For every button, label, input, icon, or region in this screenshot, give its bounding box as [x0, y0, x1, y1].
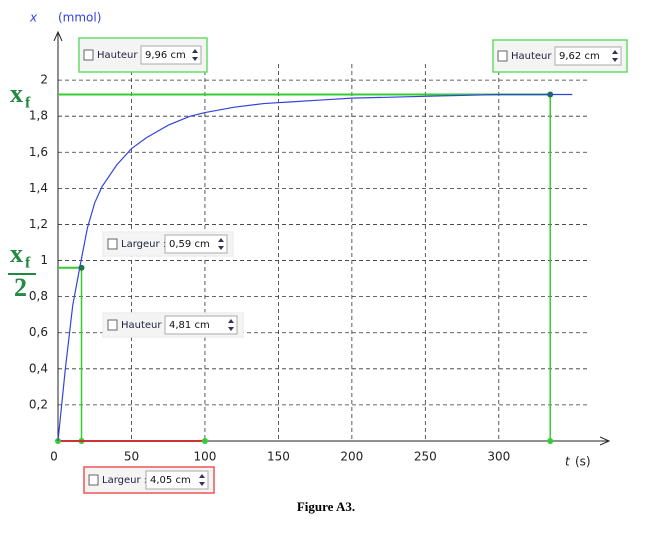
y-tick-label: 2	[40, 73, 48, 87]
xf-sub: f	[25, 95, 31, 112]
widget-icon	[83, 49, 94, 61]
xf-half-den: 2	[14, 273, 27, 302]
caption: Figure A3.	[297, 499, 355, 514]
xf-half-main: x	[10, 239, 23, 268]
y-tick-label: 1,6	[29, 145, 48, 159]
widget-label: Hauteur :	[511, 51, 558, 62]
widget-value: 9,62 cm	[559, 51, 600, 62]
widget-label: Largeur :	[102, 475, 147, 486]
measure-widget: Largeur :0,59 cm	[102, 231, 234, 257]
widget-label: Hauteur :	[121, 320, 168, 331]
x-tick-label: 150	[267, 450, 290, 464]
y-tick-label: 1,2	[29, 217, 48, 231]
widget-spinner[interactable]	[228, 319, 234, 331]
widget-input	[554, 46, 622, 66]
y-tick-label: 0,4	[29, 361, 48, 375]
x-tick-label: 100	[193, 450, 216, 464]
y-axis-label: x	[29, 11, 38, 25]
widget-icon	[497, 50, 508, 62]
guide-foot	[547, 438, 554, 444]
y-tick-label: 1,4	[29, 181, 48, 195]
xf-main: x	[10, 79, 23, 108]
widget-input	[140, 45, 202, 65]
y-tick-label: 0,6	[29, 325, 48, 339]
x-tick-label: 200	[340, 450, 363, 464]
measure-end	[201, 438, 208, 444]
x-tick-label: 250	[414, 450, 437, 464]
widget-spinner[interactable]	[218, 238, 224, 250]
xf-half-sub: f	[25, 255, 31, 272]
widget-label: Largeur :	[121, 239, 166, 250]
widget-input	[145, 470, 209, 490]
y-axis-unit: (mmol)	[58, 11, 101, 25]
widget-value: 4,81 cm	[169, 320, 210, 331]
widget-input	[164, 315, 238, 335]
x-axis-unit: (s)	[575, 455, 591, 469]
measure-widget: Hauteur :9,62 cm	[492, 39, 628, 73]
xf-label: x f x f 2	[8, 79, 36, 302]
widget-icon	[107, 238, 118, 250]
widget-spinner[interactable]	[199, 474, 205, 486]
widget-value: 9,96 cm	[145, 50, 186, 61]
x-axis-label: t	[565, 455, 571, 469]
measure-widget: Largeur :4,05 cm	[83, 466, 215, 494]
x-tick-label: 0	[50, 450, 58, 464]
widget-spinner[interactable]	[192, 49, 198, 61]
widget-spinner[interactable]	[612, 50, 618, 62]
widget-input	[164, 234, 228, 254]
widget-label: Hauteur :	[97, 50, 144, 61]
y-tick-label: 1,8	[29, 109, 48, 123]
widget-value: 0,59 cm	[169, 239, 210, 250]
measure-widget: Hauteur :9,96 cm	[78, 37, 208, 73]
x-tick-label: 300	[487, 450, 510, 464]
widget-icon	[88, 474, 99, 486]
widget-icon	[107, 319, 118, 331]
y-tick-label: 0,2	[29, 397, 48, 411]
y-tick-label: 0,8	[29, 289, 48, 303]
data-line	[57, 93, 573, 442]
y-tick-label: 1	[40, 253, 48, 267]
measure-widget: Hauteur :4,81 cm	[102, 312, 244, 338]
x-tick-label: 50	[124, 450, 139, 464]
widget-value: 4,05 cm	[150, 475, 191, 486]
